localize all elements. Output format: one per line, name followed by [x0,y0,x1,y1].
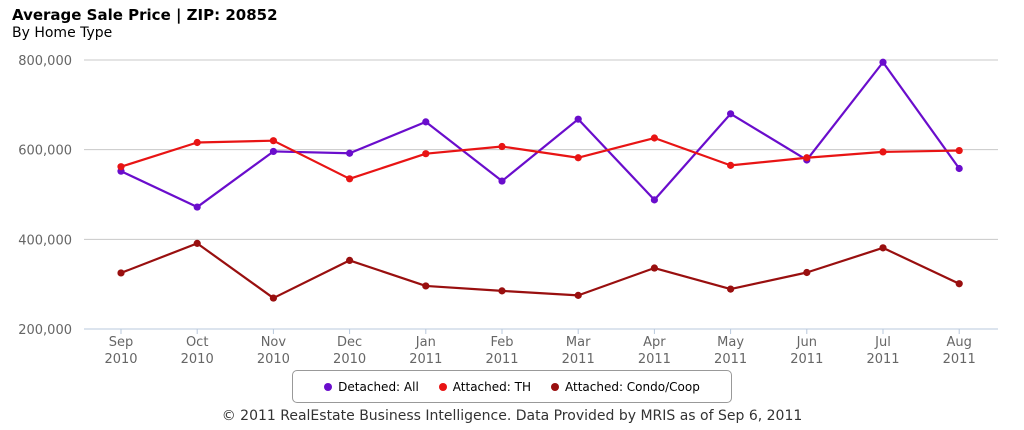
data-point[interactable] [269,147,277,156]
legend-item-attached-condo-coop[interactable]: Attached: Condo/Coop [550,379,700,394]
data-point[interactable] [346,175,354,183]
series-line-0 [120,61,961,209]
data-point[interactable] [727,161,735,169]
data-point[interactable] [574,154,582,162]
data-point[interactable] [346,149,354,157]
x-tick-label: Jul 2011 [866,335,899,367]
series-line-1 [120,136,960,180]
data-point[interactable] [803,268,811,277]
data-point[interactable] [955,146,963,155]
data-point[interactable] [803,154,811,162]
x-tick-label: Dec 2010 [333,335,366,367]
y-tick-label: 400,000 [18,233,72,248]
x-tick-label: Jun 2011 [790,335,823,367]
data-point[interactable] [650,264,659,272]
x-tick-label: Aug 2011 [943,335,976,367]
x-tick-label: Apr 2011 [638,335,671,367]
data-point[interactable] [498,287,506,295]
data-point[interactable] [727,285,735,293]
y-tick-label: 200,000 [18,323,72,338]
chart-title: Average Sale Price | ZIP: 20852 [12,6,278,24]
x-tick-label: Mar 2011 [562,335,595,367]
data-point[interactable] [574,291,582,299]
chart-credit: © 2011 RealEstate Business Intelligence.… [221,408,803,424]
series-lines [117,58,963,302]
data-point[interactable] [879,244,887,252]
legend-marker [550,382,559,391]
legend-marker [438,382,447,391]
legend-item-detached-all[interactable]: Detached: All [324,380,419,394]
data-point[interactable] [422,150,430,158]
line-chart: 200,000 400,000 600,000 800,000 Sep 2010 Oct 2… [18,54,998,367]
x-tick-label: Nov 2010 [257,335,290,367]
data-point[interactable] [193,203,201,211]
data-point[interactable] [955,280,963,288]
x-tick-label: Feb 2011 [485,335,518,367]
data-point[interactable] [879,148,887,156]
data-point[interactable] [346,256,354,265]
legend-label: Attached: TH [452,379,531,394]
chart-subtitle: By Home Type [12,25,113,41]
legend-label: Detached: All [338,379,419,394]
series-line-2 [120,242,960,300]
data-point[interactable] [498,142,506,151]
data-point[interactable] [117,269,125,277]
data-point[interactable] [422,118,430,126]
data-point[interactable] [117,163,125,171]
y-axis-ticks: 200,000 400,000 600,000 800,000 [18,54,72,338]
data-point[interactable] [269,137,277,145]
data-point[interactable] [193,239,201,247]
chart-legend: Detached: All Attached: TH Attached: Con… [292,370,732,403]
legend-item-attached-th[interactable]: Attached: TH [438,379,531,394]
x-tick-label: Sep 2010 [104,335,137,367]
data-point[interactable] [498,177,506,185]
y-tick-label: 800,000 [18,54,72,69]
y-tick-label: 600,000 [18,144,72,159]
data-point[interactable] [193,138,201,147]
x-axis-ticks: Sep 2010 Oct 2010 Nov 2010 Dec 2010 Jan 2011 Feb 20… [104,329,976,367]
x-tick-label: Oct 2010 [181,335,214,367]
data-point[interactable] [269,294,277,302]
data-point[interactable] [422,282,430,290]
gridlines [84,59,998,330]
data-point[interactable] [727,110,735,118]
legend-label: Attached: Condo/Coop [564,379,700,394]
x-tick-label: Jan 2011 [409,335,442,367]
data-point[interactable] [650,196,659,204]
data-point[interactable] [574,115,582,123]
x-tick-label: May 2011 [714,335,747,367]
data-point[interactable] [650,134,659,142]
data-point[interactable] [879,58,887,66]
data-point[interactable] [955,164,963,173]
legend-marker [324,382,333,391]
